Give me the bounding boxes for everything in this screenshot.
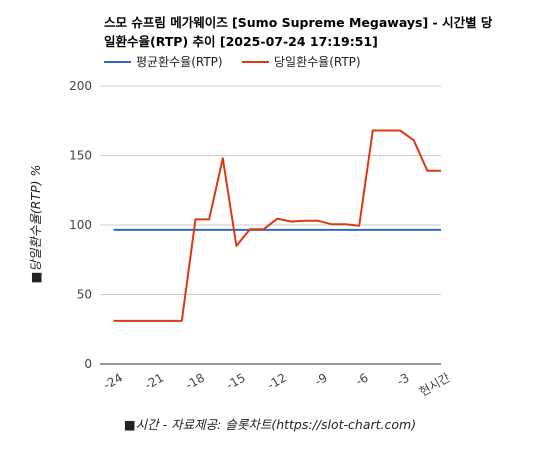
legend-label-average: 평균환수율(RTP) <box>136 55 223 69</box>
x-tick-label: -18 <box>183 370 207 392</box>
x-axis-ticks: -24 -21 -18 -15 -12 -9 -6 -3 현시간 <box>101 370 452 399</box>
x-tick-label: -3 <box>394 370 411 388</box>
y-axis-ticks: 0 50 100 150 200 <box>69 79 92 371</box>
x-axis-title: ■시간 - 자료제공: 슬롯차트(https://slot-chart.com) <box>124 417 416 432</box>
y-tick-label: 0 <box>84 357 92 371</box>
y-tick-label: 200 <box>69 79 92 93</box>
x-tick-label: -24 <box>101 370 125 392</box>
daily-rtp-line <box>113 129 441 322</box>
y-tick-label: 150 <box>69 149 92 163</box>
x-tick-label: -6 <box>353 370 370 388</box>
y-tick-label: 50 <box>77 288 92 302</box>
x-tick-label: 현시간 <box>417 370 453 399</box>
x-tick-label: -15 <box>224 370 248 392</box>
chart-title-line-2: 일환수율(RTP) 추이 [2025-07-24 17:19:51] <box>104 34 378 49</box>
legend: 평균환수율(RTP) 당일환수율(RTP) <box>104 55 361 69</box>
legend-label-daily: 당일환수율(RTP) <box>274 55 361 69</box>
x-tick-label: -12 <box>265 370 289 392</box>
chart-title-line-1: 스모 슈프림 메가웨이즈 [Sumo Supreme Megaways] - 시… <box>104 15 493 30</box>
x-tick-label: -21 <box>142 370 166 392</box>
y-axis-title: ■당일환수율(RTP) % <box>28 165 43 284</box>
y-tick-label: 100 <box>69 218 92 232</box>
x-tick-label: -9 <box>312 370 329 388</box>
series-lines <box>113 129 441 322</box>
